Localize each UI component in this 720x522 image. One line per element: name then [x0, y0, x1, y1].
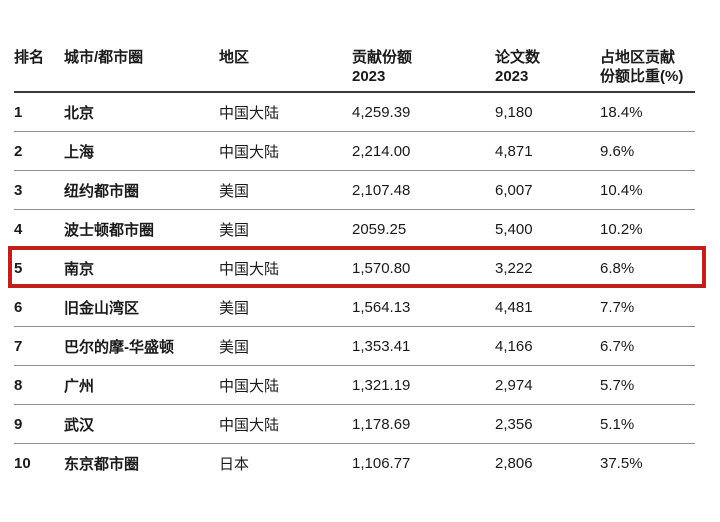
pct-cell: 10.2% — [600, 220, 643, 238]
share-cell: 2059.25 — [352, 220, 407, 238]
papers-cell: 4,871 — [495, 142, 533, 160]
region-cell: 美国 — [219, 338, 250, 356]
papers-cell: 2,356 — [495, 415, 533, 433]
column-header-label: 城市/都市圈 — [64, 49, 144, 66]
rank-cell: 5 — [14, 259, 23, 277]
city-cell: 东京都市圈 — [64, 455, 140, 473]
column-header-rank: 排名 — [14, 48, 64, 67]
rank-cell: 1 — [14, 103, 23, 121]
column-header-label: 地区 — [219, 49, 250, 66]
city-cell: 广州 — [64, 377, 95, 395]
papers-cell: 4,166 — [495, 337, 533, 355]
pct-cell: 9.6% — [600, 142, 635, 160]
rank-cell: 8 — [14, 376, 23, 394]
city-cell: 波士顿都市圈 — [64, 221, 155, 239]
region-cell: 美国 — [219, 299, 250, 317]
column-header-share: 贡献份额 2023 — [352, 48, 495, 86]
share-cell: 1,178.69 — [352, 415, 411, 433]
column-header-region: 地区 — [219, 48, 352, 67]
table-row: 2 上海 中国大陆 2,214.00 4,871 9.6% — [14, 132, 695, 171]
rank-cell: 2 — [14, 142, 23, 160]
column-header-pct: 占地区贡献 份额比重(%) — [600, 48, 695, 86]
region-cell: 美国 — [219, 182, 250, 200]
papers-cell: 2,974 — [495, 376, 533, 394]
pct-cell: 5.7% — [600, 376, 635, 394]
column-header-label: 贡献份额 — [352, 49, 413, 66]
rank-cell: 6 — [14, 298, 23, 316]
papers-cell: 4,481 — [495, 298, 533, 316]
pct-cell: 5.1% — [600, 415, 635, 433]
table-row: 8 广州 中国大陆 1,321.19 2,974 5.7% — [14, 366, 695, 405]
column-header-label: 排名 — [14, 49, 45, 66]
region-cell: 美国 — [219, 221, 250, 239]
city-cell: 上海 — [64, 143, 95, 161]
rank-cell: 10 — [14, 454, 31, 472]
pct-cell: 10.4% — [600, 181, 643, 199]
papers-cell: 3,222 — [495, 259, 533, 277]
region-cell: 中国大陆 — [219, 377, 280, 395]
pct-cell: 18.4% — [600, 103, 643, 121]
share-cell: 1,570.80 — [352, 259, 411, 277]
city-cell: 旧金山湾区 — [64, 299, 140, 317]
column-header-label: 论文数 — [495, 49, 541, 66]
rank-cell: 7 — [14, 337, 23, 355]
papers-cell: 9,180 — [495, 103, 533, 121]
column-header-papers: 论文数 2023 — [495, 48, 600, 86]
region-cell: 中国大陆 — [219, 260, 280, 278]
share-cell: 1,321.19 — [352, 376, 411, 394]
column-header-city: 城市/都市圈 — [64, 48, 219, 67]
column-header-label: 占地区贡献 — [600, 49, 676, 66]
city-cell: 巴尔的摩-华盛顿 — [64, 338, 174, 356]
pct-cell: 6.7% — [600, 337, 635, 355]
table-row: 1 北京 中国大陆 4,259.39 9,180 18.4% — [14, 93, 695, 132]
pct-cell: 7.7% — [600, 298, 635, 316]
papers-cell: 2,806 — [495, 454, 533, 472]
table-row: 6 旧金山湾区 美国 1,564.13 4,481 7.7% — [14, 288, 695, 327]
region-cell: 中国大陆 — [219, 143, 280, 161]
share-cell: 2,107.48 — [352, 181, 411, 199]
table-row-highlighted: 5 南京 中国大陆 1,570.80 3,222 6.8% — [8, 246, 706, 288]
table-header-row: 排名 城市/都市圈 地区 贡献份额 2023 论文数 2023 占地区贡献 份额… — [14, 48, 695, 93]
share-cell: 1,353.41 — [352, 337, 411, 355]
region-cell: 中国大陆 — [219, 104, 280, 122]
city-cell: 北京 — [64, 104, 95, 122]
city-cell: 纽约都市圈 — [64, 182, 140, 200]
city-cell: 武汉 — [64, 416, 95, 434]
ranking-table: 排名 城市/都市圈 地区 贡献份额 2023 论文数 2023 占地区贡献 份额… — [8, 48, 706, 482]
table-row: 10 东京都市圈 日本 1,106.77 2,806 37.5% — [14, 444, 695, 482]
column-header-label-line2: 份额比重(%) — [600, 68, 684, 85]
rank-cell: 9 — [14, 415, 23, 433]
papers-cell: 5,400 — [495, 220, 533, 238]
share-cell: 2,214.00 — [352, 142, 411, 160]
share-cell: 4,259.39 — [352, 103, 411, 121]
table-row: 7 巴尔的摩-华盛顿 美国 1,353.41 4,166 6.7% — [14, 327, 695, 366]
column-header-label-line2: 2023 — [495, 68, 529, 85]
table-row: 9 武汉 中国大陆 1,178.69 2,356 5.1% — [14, 405, 695, 444]
papers-cell: 6,007 — [495, 181, 533, 199]
region-cell: 中国大陆 — [219, 416, 280, 434]
region-cell: 日本 — [219, 455, 250, 473]
rank-cell: 3 — [14, 181, 23, 199]
pct-cell: 6.8% — [600, 259, 635, 277]
column-header-label-line2: 2023 — [352, 68, 386, 85]
table-body: 1 北京 中国大陆 4,259.39 9,180 18.4% 2 上海 中国大陆… — [8, 93, 706, 482]
share-cell: 1,564.13 — [352, 298, 411, 316]
pct-cell: 37.5% — [600, 454, 643, 472]
city-cell: 南京 — [64, 260, 95, 278]
rank-cell: 4 — [14, 220, 23, 238]
share-cell: 1,106.77 — [352, 454, 411, 472]
table-row: 4 波士顿都市圈 美国 2059.25 5,400 10.2% — [14, 210, 695, 249]
table-row: 3 纽约都市圈 美国 2,107.48 6,007 10.4% — [14, 171, 695, 210]
